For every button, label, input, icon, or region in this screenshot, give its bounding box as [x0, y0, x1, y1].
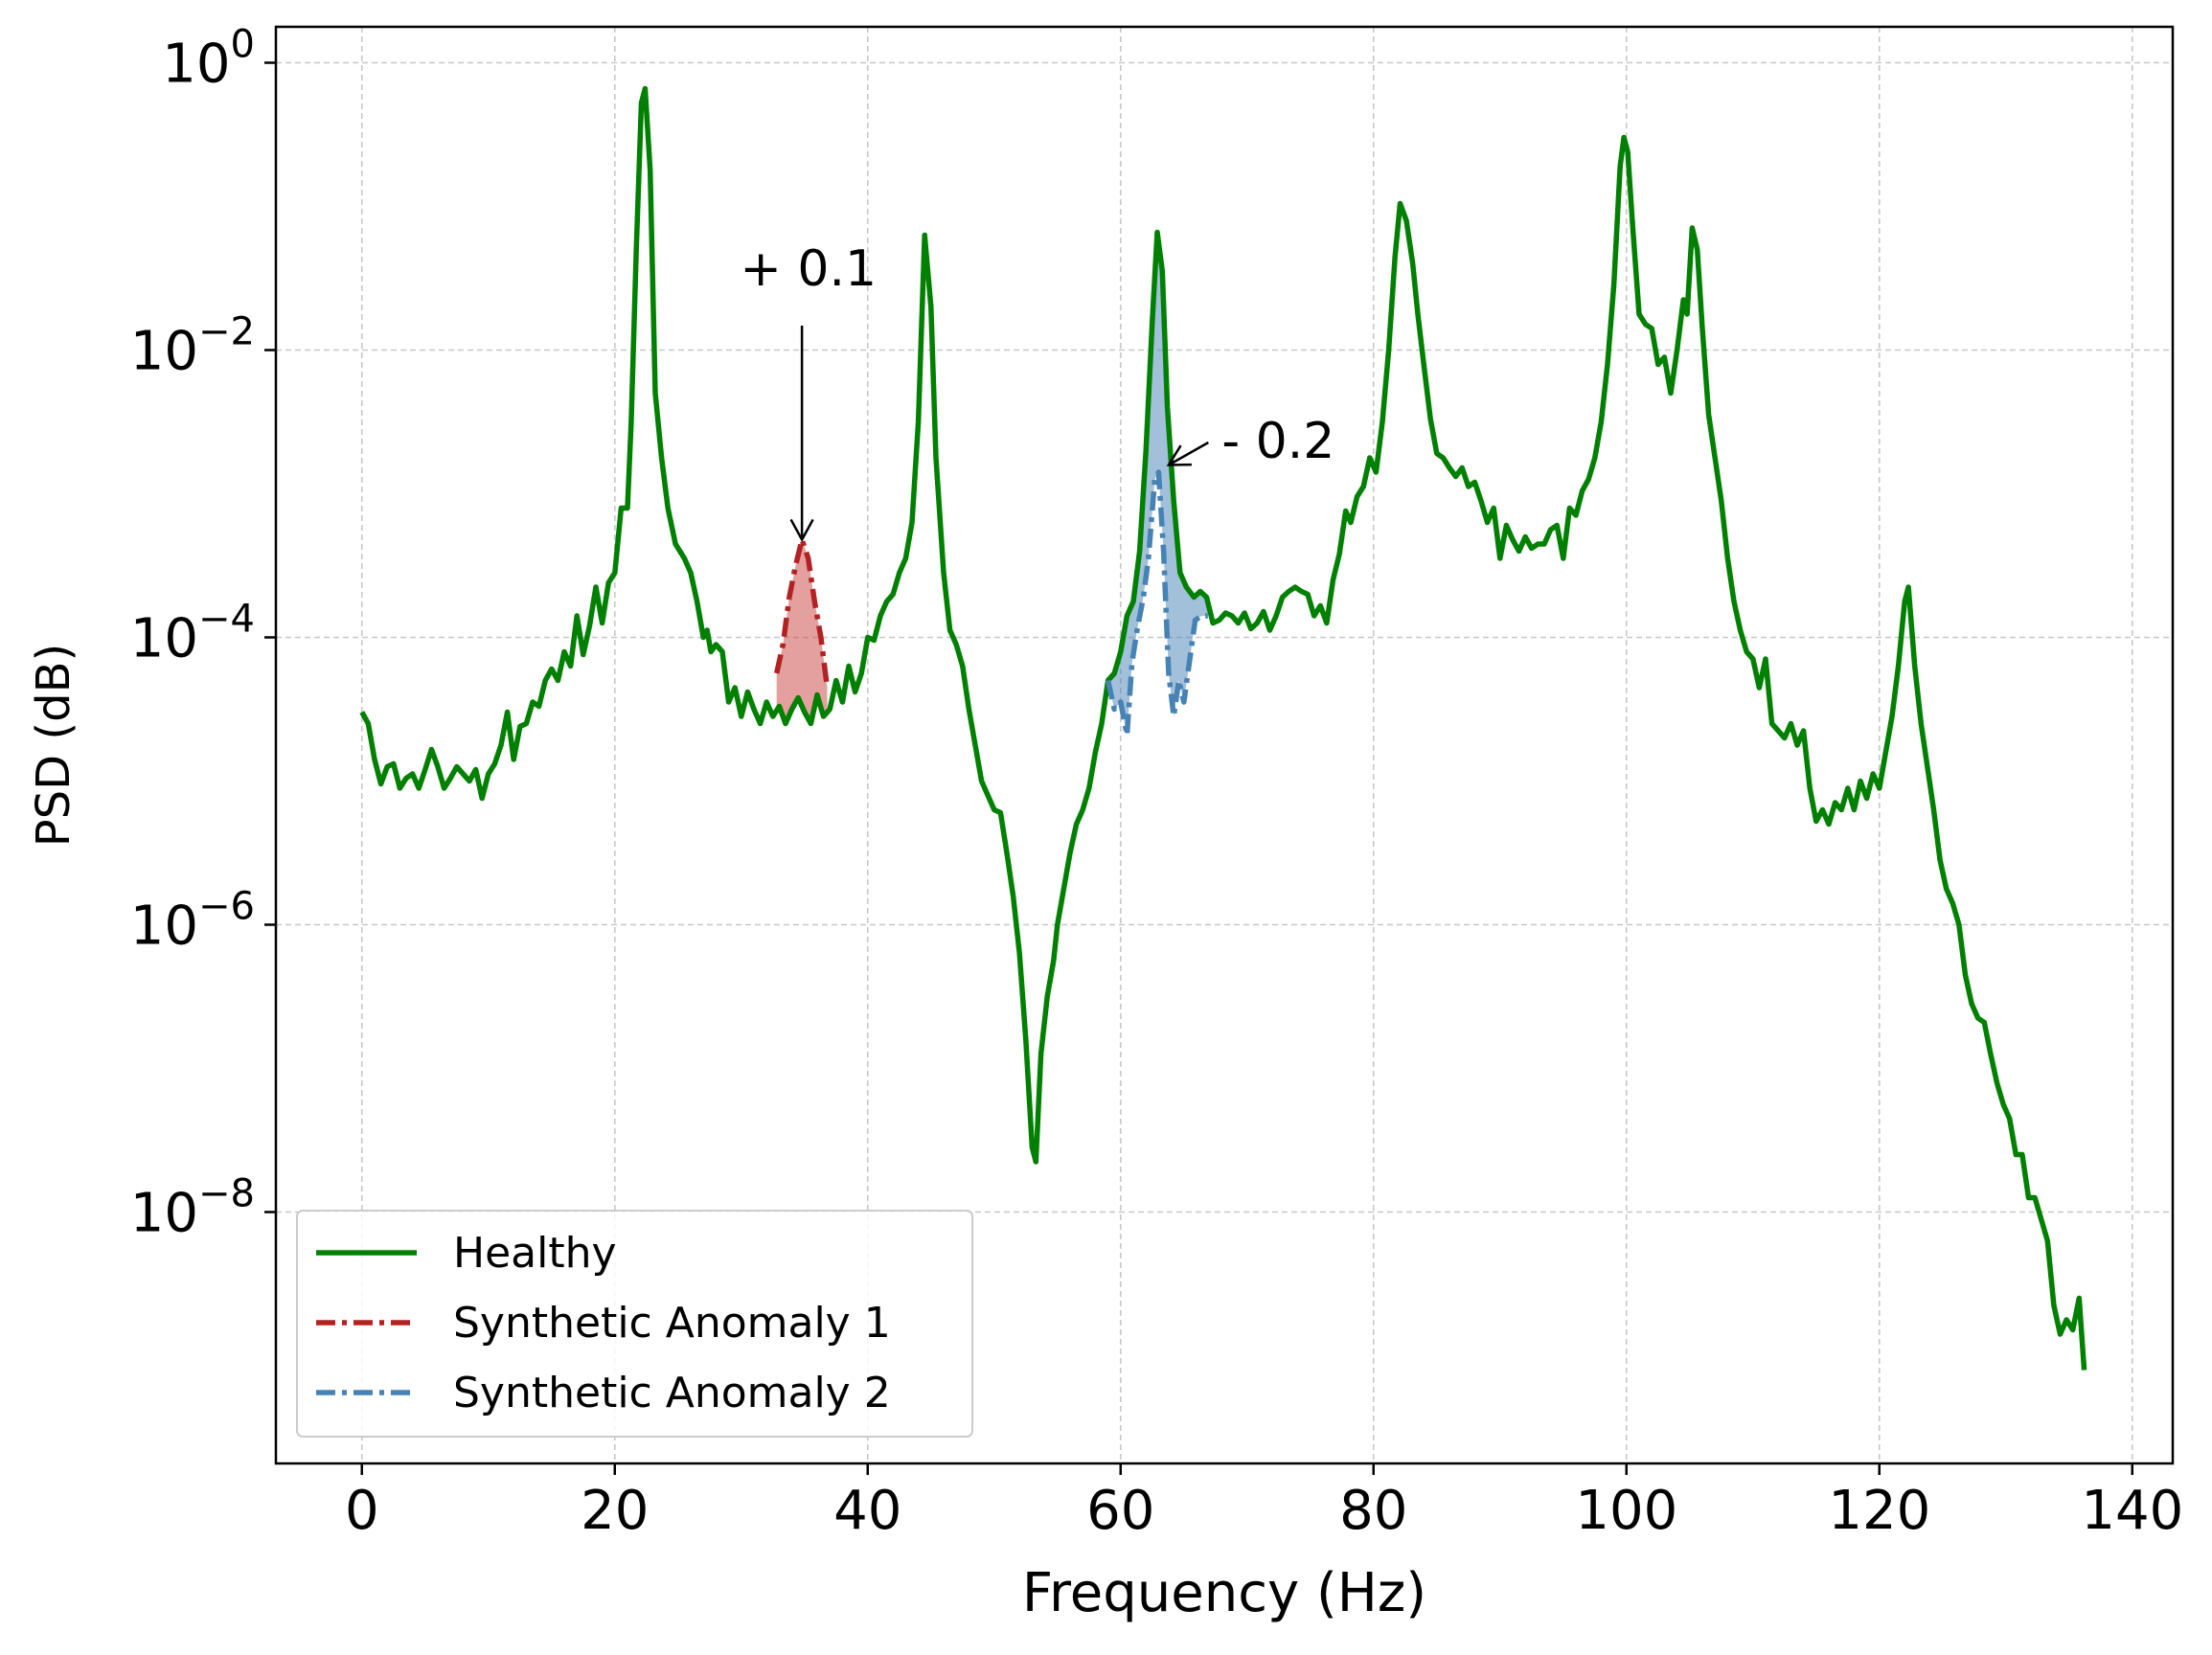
- annotations: + 0.1 - 0.2: [740, 240, 1334, 543]
- annotation-arrow: [1168, 441, 1209, 466]
- plot-frame: [274, 25, 2175, 1465]
- x-tick-label: 0: [345, 1480, 379, 1542]
- annotation-label: - 0.2: [1221, 413, 1334, 470]
- x-tick-label: 100: [1575, 1480, 1677, 1542]
- x-tick-label: 80: [1339, 1480, 1407, 1542]
- y-tick-label: 10−8: [130, 1172, 255, 1245]
- annotation-arrowhead: [789, 518, 814, 543]
- x-tick-label: 20: [581, 1480, 649, 1542]
- legend: Healthy Synthetic Anomaly 1 Synthetic Anom…: [296, 1210, 973, 1438]
- x-tick-label: 120: [1828, 1480, 1930, 1542]
- y-tick-label: 10−4: [130, 598, 255, 670]
- y-tick-label: 10−2: [130, 310, 255, 383]
- x-tick-label: 60: [1086, 1480, 1154, 1542]
- series-lines: [359, 85, 2087, 1371]
- y-tick-label: 10−6: [130, 885, 255, 958]
- annotation-arrowhead: [1166, 444, 1192, 466]
- legend-label: Synthetic Anomaly 1: [453, 1299, 891, 1348]
- series-line-anomaly-1: [774, 536, 831, 689]
- series-line-anomaly-2: [1105, 469, 1208, 738]
- legend-label: Healthy: [453, 1229, 617, 1278]
- legend-box: [296, 1210, 973, 1438]
- axis-ticks: 0 20 40 60 80 100 120 140 100 10−2 10−4 10−6 10−8: [130, 23, 2183, 1543]
- x-tick-label: 40: [833, 1480, 901, 1542]
- anomaly-fills: [776, 241, 1208, 736]
- y-tick-label: 100: [162, 23, 255, 96]
- series-line-healthy: [359, 85, 2087, 1371]
- y-axis-label: PSD (dB): [27, 644, 80, 847]
- x-tick-label: 140: [2081, 1480, 2183, 1542]
- x-axis-label: Frequency (Hz): [1022, 1562, 1426, 1624]
- anomaly-fill: [1107, 241, 1208, 736]
- annotation-label: + 0.1: [740, 240, 877, 298]
- grid: [276, 27, 2173, 1463]
- legend-label: Synthetic Anomaly 2: [453, 1369, 891, 1417]
- anomaly-fill: [776, 539, 828, 719]
